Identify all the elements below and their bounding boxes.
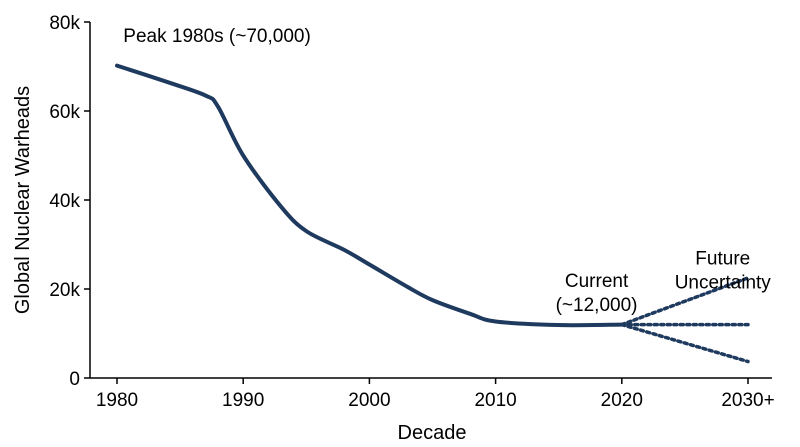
- x-ticks: 1980 1990 2000 2010 2020 2030+: [96, 378, 775, 411]
- x-tick-label: 2030+: [721, 390, 774, 411]
- y-tick-label: 60k: [49, 102, 80, 123]
- annotations: Peak 1980s (~70,000) Current (~12,000) Futu…: [123, 26, 771, 316]
- projection-line-1: [620, 276, 750, 327]
- x-tick-label: 2010: [474, 390, 516, 411]
- projection-line-3: [620, 322, 750, 364]
- historical-line: [115, 63, 624, 328]
- x-tick-label: 1980: [96, 390, 138, 411]
- x-axis: 1980 1990 2000 2010 2020 2030+ Decade: [90, 377, 775, 444]
- series-group: [115, 63, 750, 364]
- annotation-current: Current: [565, 271, 629, 292]
- annotation-peak: Peak 1980s (~70,000): [123, 26, 311, 47]
- y-axis: 0 20k 40k 60k 80k Global Nuclear Warheads: [12, 13, 91, 390]
- x-tick-label: 2000: [348, 390, 390, 411]
- y-tick-label: 0: [69, 369, 80, 390]
- y-tick-label: 20k: [49, 280, 80, 301]
- x-axis-label: Decade: [398, 422, 467, 444]
- annotation-future: Uncertainty: [675, 273, 772, 294]
- annotation-future: Future: [695, 249, 750, 270]
- y-ticks: 0 20k 40k 60k 80k: [49, 13, 90, 390]
- y-axis-label: Global Nuclear Warheads: [12, 86, 34, 314]
- annotation-current: (~12,000): [556, 295, 638, 316]
- y-tick-label: 40k: [49, 191, 80, 212]
- y-tick-label: 80k: [49, 13, 80, 34]
- x-tick-label: 2020: [601, 390, 643, 411]
- x-tick-label: 1990: [222, 390, 264, 411]
